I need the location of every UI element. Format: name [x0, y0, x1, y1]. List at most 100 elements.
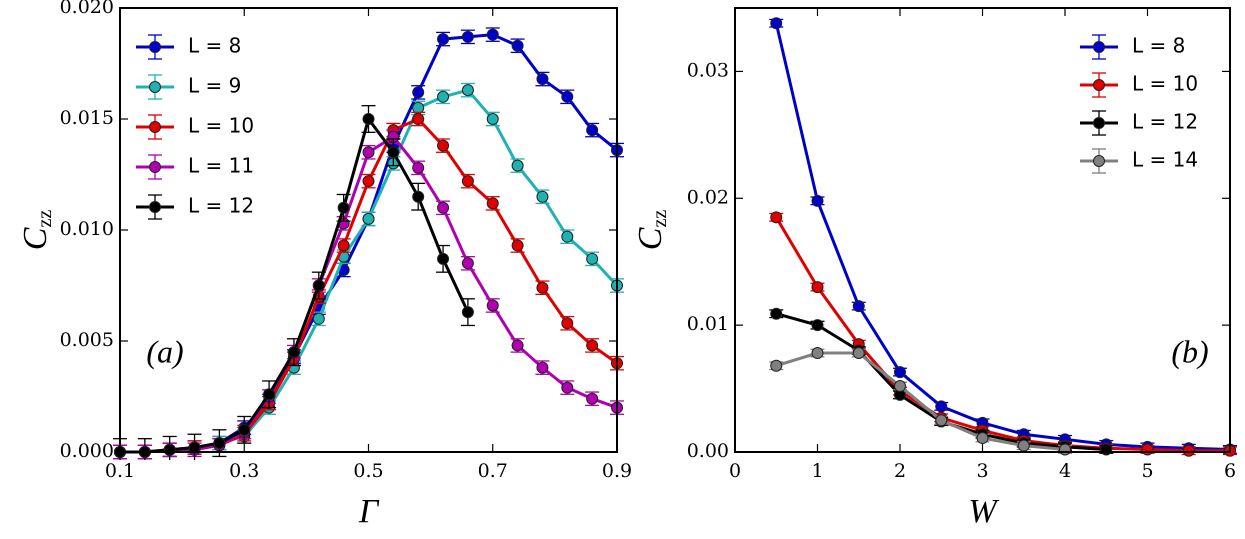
series	[113, 82, 624, 460]
marker	[811, 319, 824, 332]
marker	[811, 281, 824, 294]
x-tick-label: 1	[811, 460, 823, 482]
y-tick-label: 0.010	[60, 218, 114, 240]
series	[769, 307, 1114, 456]
marker	[894, 380, 906, 393]
series	[113, 105, 475, 460]
marker	[412, 161, 425, 174]
legend-label: L = 10	[188, 114, 254, 138]
marker	[461, 84, 474, 97]
y-tick-label: 0.03	[687, 59, 729, 81]
marker	[337, 239, 350, 252]
marker	[486, 299, 499, 312]
x-tick-label: 0.3	[229, 460, 259, 482]
marker	[437, 90, 450, 103]
x-tick-label: 6	[1224, 460, 1236, 482]
marker	[536, 73, 549, 86]
y-axis-label-main: C	[632, 227, 669, 250]
y-tick-label: 0.01	[687, 313, 729, 335]
series-line	[775, 312, 1107, 451]
marker	[586, 124, 599, 137]
x-tick-label: 4	[1059, 460, 1071, 482]
marker	[536, 361, 549, 374]
marker	[1182, 444, 1195, 457]
marker	[486, 113, 499, 125]
marker	[437, 201, 450, 214]
marker	[337, 201, 350, 214]
marker	[511, 339, 524, 352]
legend-marker	[1093, 117, 1105, 129]
y-axis-label: Czz	[17, 210, 56, 251]
legend-label: L = 10	[1132, 72, 1198, 96]
marker	[312, 279, 325, 292]
marker	[1017, 439, 1030, 452]
x-axis-label: Γ	[358, 493, 380, 530]
marker	[1059, 443, 1071, 456]
x-tick-label: 0.7	[478, 460, 508, 482]
marker	[586, 252, 599, 265]
legend-marker	[149, 81, 161, 93]
x-tick-label: 0	[729, 460, 741, 482]
marker	[511, 239, 524, 252]
marker	[894, 366, 906, 379]
y-tick-label: 0.000	[60, 440, 114, 462]
legend-marker	[1093, 41, 1105, 53]
marker	[437, 252, 450, 265]
marker	[976, 432, 989, 445]
y-tick-label: 0.00	[687, 440, 729, 462]
marker	[486, 28, 499, 41]
y-tick-label: 0.020	[60, 0, 114, 18]
marker	[770, 17, 783, 30]
marker	[935, 400, 948, 413]
legend-marker	[149, 121, 161, 133]
marker	[461, 30, 474, 43]
marker	[263, 388, 276, 401]
legend-label: L = 12	[1132, 110, 1198, 134]
marker	[362, 212, 375, 225]
marker	[536, 281, 549, 294]
marker	[561, 317, 574, 330]
marker	[312, 312, 325, 325]
marker	[561, 381, 574, 394]
legend-label: L = 8	[188, 34, 241, 58]
legend-marker	[149, 161, 161, 173]
y-tick-label: 0.005	[60, 329, 114, 351]
marker	[287, 346, 300, 359]
marker	[362, 113, 375, 125]
marker	[511, 39, 524, 52]
plot-frame	[734, 7, 1231, 453]
legend-label: L = 14	[1132, 148, 1198, 172]
x-tick-label: 2	[894, 460, 906, 482]
marker	[387, 146, 400, 159]
legend-marker	[1093, 155, 1105, 167]
x-tick-label: 0.1	[105, 460, 135, 482]
series-line	[775, 351, 1066, 451]
x-tick-label: 3	[976, 460, 988, 482]
y-axis-label: Czz	[632, 210, 671, 251]
y-tick-label: 0.015	[60, 107, 114, 129]
marker	[238, 423, 251, 436]
marker	[213, 437, 226, 450]
marker	[486, 197, 499, 210]
legend-marker	[1093, 79, 1105, 91]
marker	[852, 347, 865, 360]
panel-label: (b)	[1171, 333, 1208, 369]
marker	[770, 307, 783, 320]
marker	[437, 33, 450, 46]
legend-label: L = 9	[188, 74, 241, 98]
marker	[188, 441, 201, 454]
marker	[412, 113, 425, 125]
legend-label: L = 8	[1132, 34, 1185, 58]
marker	[586, 339, 599, 352]
legend-label: L = 12	[188, 194, 254, 218]
marker	[461, 257, 474, 270]
marker	[163, 443, 176, 456]
series	[769, 211, 1237, 457]
x-tick-label: 5	[1141, 460, 1153, 482]
x-axis-label: W	[968, 493, 999, 530]
marker	[561, 230, 574, 243]
legend-marker	[149, 41, 161, 53]
marker	[811, 347, 824, 360]
y-axis-label-sub: zz	[649, 210, 671, 228]
x-tick-label: 0.5	[353, 460, 383, 482]
